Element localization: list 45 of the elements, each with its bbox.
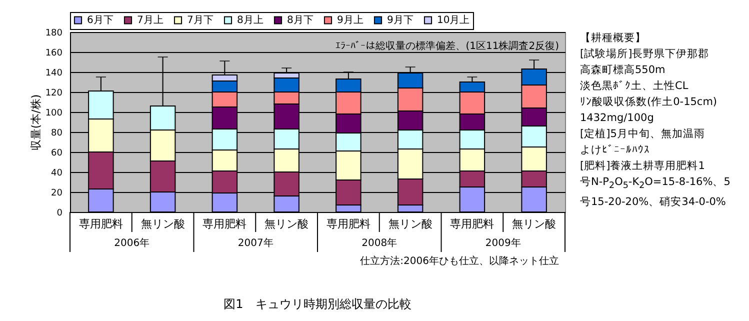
legend-label: 9月下 xyxy=(387,15,414,26)
x-tick-label: 専用肥料 xyxy=(78,218,123,230)
y-tick-label: 180 xyxy=(45,28,63,38)
y-tick-label: 100 xyxy=(45,108,63,118)
text: 号N-P$_{2}$O$_{5}$-K$_{2}$O=15-8-16%、5 xyxy=(580,175,732,194)
y-tick-label: 140 xyxy=(45,68,63,78)
x-tick-label: 無リン酸 xyxy=(512,218,556,230)
text: 【耕種概要】 xyxy=(580,31,647,46)
text: [試験場所]長野県下伊那郡 xyxy=(580,47,710,62)
legend-label: 8月下 xyxy=(287,15,314,26)
text: 図1 キュウリ時期別総収量の比較 xyxy=(222,296,412,313)
text: 2006年 xyxy=(114,237,150,249)
x-tick-label: 無リン酸 xyxy=(388,218,432,230)
text: ﾘﾝ酸吸収係数(作土0-15cm) xyxy=(580,95,718,110)
x-tick-label: 専用肥料 xyxy=(450,218,494,230)
y-tick-label: 60 xyxy=(51,148,63,158)
text: よけﾋﾞﾆｰﾙﾊｳｽ xyxy=(580,143,651,158)
y-tick-label: 0 xyxy=(56,208,63,218)
text: [定植]5月中旬、無加温雨 xyxy=(580,127,706,142)
y-tick-label: 40 xyxy=(51,168,63,178)
legend-label: 7月下 xyxy=(187,15,214,26)
y-tick-label: 120 xyxy=(45,88,63,98)
text: 淡色黒ﾎﾞｸ土、土性CL xyxy=(580,79,690,94)
annotation: ｴﾗｰﾊﾞｰは総収量の標準偏差、(1区11株調査2反復) xyxy=(336,40,560,52)
text: 1432mg/100g xyxy=(580,111,655,126)
y-tick-label: 20 xyxy=(51,188,63,198)
legend-label: 7月上 xyxy=(137,14,164,26)
text: 号15-20-20%、硝安34-0-0% xyxy=(580,195,727,210)
y-tick-label: 80 xyxy=(51,128,63,138)
x-tick-label: 専用肥料 xyxy=(326,218,370,230)
text: [肥料]養液土耕専用肥料1 xyxy=(580,159,706,174)
y-axis-title: 収量(本/株) xyxy=(29,94,42,151)
text: 2008年 xyxy=(362,237,398,249)
text: 2007年 xyxy=(238,237,274,249)
x-tick-label: 無リン酸 xyxy=(264,218,309,230)
x-tick-label: 専用肥料 xyxy=(202,218,247,230)
legend-label: 10月上 xyxy=(437,14,470,26)
text: 高森町標高550m xyxy=(580,63,666,78)
legend-label: 9月上 xyxy=(337,14,364,26)
text: 2009年 xyxy=(485,237,521,249)
legend-label: 8月上 xyxy=(237,14,264,26)
y-tick-label: 160 xyxy=(45,48,63,58)
text: 仕立方法:2006年ひも仕立、以降ネット仕立 xyxy=(360,255,559,267)
x-tick-label: 無リン酸 xyxy=(140,218,185,230)
legend-label: 6月下 xyxy=(87,15,114,26)
